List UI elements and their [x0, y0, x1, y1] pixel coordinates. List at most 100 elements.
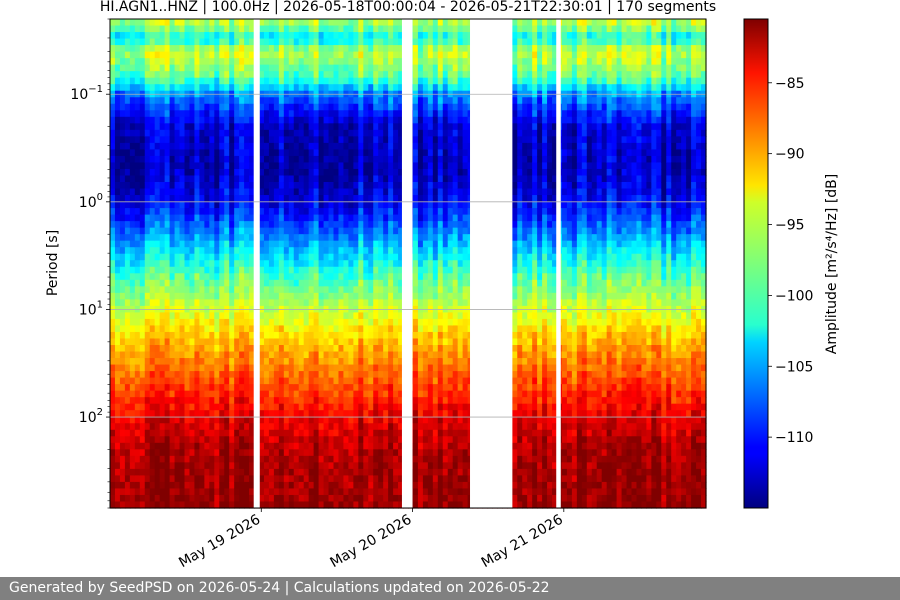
heatmap-cell: [179, 338, 186, 346]
heatmap-cell: [124, 208, 131, 216]
heatmap-cell: [224, 468, 230, 476]
heatmap-cell: [129, 201, 136, 209]
heatmap-cell: [417, 416, 424, 424]
heatmap-cell: [278, 247, 285, 255]
heatmap-cell: [293, 32, 300, 40]
heatmap-cell: [358, 32, 364, 40]
heatmap-cell: [114, 19, 121, 27]
heatmap-cell: [348, 318, 354, 327]
heatmap-cell: [338, 162, 345, 170]
heatmap-cell: [343, 384, 349, 392]
heatmap-cell: [378, 286, 384, 294]
heatmap-cell: [110, 116, 116, 124]
heatmap-cell: [239, 325, 245, 333]
heatmap-cell: [199, 253, 205, 261]
heatmap-cell: [368, 364, 374, 372]
heatmap-cell: [174, 64, 181, 72]
heatmap-cell: [259, 116, 265, 124]
heatmap-cell: [244, 325, 250, 333]
heatmap-cell: [343, 475, 349, 483]
heatmap-cell: [348, 247, 354, 255]
heatmap-cell: [283, 423, 290, 431]
heatmap-cell: [338, 462, 345, 470]
heatmap-cell: [249, 481, 255, 490]
heatmap-cell: [268, 129, 275, 137]
heatmap-cell: [199, 351, 205, 359]
heatmap-cell: [219, 312, 225, 320]
heatmap-cell: [343, 325, 349, 333]
heatmap-cell: [328, 273, 335, 281]
heatmap-cell: [154, 97, 161, 105]
heatmap-cell: [398, 384, 404, 392]
heatmap-cell: [373, 64, 379, 72]
heatmap-cell: [383, 481, 389, 490]
heatmap-cell: [437, 221, 444, 229]
heatmap-cell: [343, 208, 349, 216]
heatmap-cell: [398, 318, 404, 327]
heatmap-cell: [114, 358, 121, 366]
heatmap-cell: [303, 234, 310, 242]
heatmap-cell: [268, 358, 275, 366]
heatmap-cell: [288, 25, 295, 33]
heatmap-cell: [383, 299, 389, 307]
heatmap-cell: [393, 279, 399, 287]
heatmap-cell: [194, 442, 200, 450]
heatmap-cell: [273, 129, 280, 137]
heatmap-cell: [204, 103, 210, 111]
heatmap-cell: [129, 345, 136, 353]
heatmap-cell: [239, 182, 245, 190]
heatmap-cell: [358, 442, 364, 450]
heatmap-cell: [373, 338, 379, 346]
heatmap-cell: [393, 32, 399, 40]
heatmap-cell: [139, 142, 146, 150]
heatmap-cell: [273, 488, 280, 496]
heatmap-cell: [353, 240, 359, 248]
heatmap-cell: [154, 25, 161, 33]
heatmap-cell: [263, 123, 270, 131]
heatmap-cell: [393, 221, 399, 229]
heatmap-cell: [164, 286, 171, 294]
heatmap-cell: [308, 429, 315, 437]
heatmap-cell: [378, 136, 384, 144]
heatmap-cell: [263, 410, 270, 418]
heatmap-cell: [164, 110, 171, 118]
heatmap-cell: [412, 358, 419, 366]
heatmap-cell: [427, 286, 434, 294]
heatmap-cell: [363, 77, 369, 85]
heatmap-cell: [427, 221, 434, 229]
heatmap-cell: [278, 240, 285, 248]
heatmap-cell: [318, 38, 325, 46]
heatmap-cell: [224, 227, 230, 235]
heatmap-cell: [110, 175, 116, 183]
heatmap-cell: [169, 253, 176, 261]
heatmap-cell: [378, 501, 384, 509]
heatmap-cell: [209, 475, 215, 483]
heatmap-cell: [144, 364, 151, 372]
heatmap-cell: [318, 358, 325, 366]
heatmap-cell: [328, 175, 335, 183]
heatmap-cell: [204, 481, 210, 490]
heatmap-cell: [368, 123, 374, 131]
heatmap-cell: [209, 142, 215, 150]
heatmap-cell: [318, 423, 325, 431]
heatmap-cell: [259, 442, 265, 450]
heatmap-cell: [298, 221, 305, 229]
heatmap-cell: [249, 58, 255, 66]
heatmap-cell: [378, 149, 384, 157]
heatmap-cell: [234, 155, 240, 164]
heatmap-cell: [229, 325, 235, 333]
heatmap-cell: [393, 188, 399, 196]
heatmap-cell: [204, 84, 210, 92]
heatmap-cell: [417, 155, 424, 164]
heatmap-cell: [388, 390, 394, 398]
heatmap-cell: [358, 221, 364, 229]
heatmap-cell: [273, 468, 280, 476]
heatmap-cell: [318, 240, 325, 248]
heatmap-cell: [353, 142, 359, 150]
heatmap-cell: [412, 371, 419, 379]
heatmap-cell: [358, 494, 364, 503]
heatmap-cell: [273, 227, 280, 235]
heatmap-cell: [179, 214, 186, 222]
heatmap-cell: [189, 38, 196, 46]
heatmap-cell: [303, 136, 310, 144]
